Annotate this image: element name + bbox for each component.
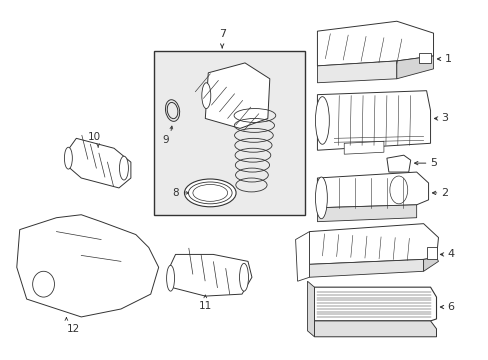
Bar — [418, 53, 429, 63]
Ellipse shape — [166, 265, 174, 291]
Polygon shape — [314, 287, 436, 321]
Text: 2: 2 — [441, 188, 447, 198]
Polygon shape — [168, 255, 251, 296]
Polygon shape — [344, 141, 383, 154]
Polygon shape — [307, 281, 314, 337]
Polygon shape — [309, 260, 423, 277]
Text: 8: 8 — [172, 188, 178, 198]
Polygon shape — [386, 155, 410, 172]
Bar — [426, 247, 436, 260]
Ellipse shape — [315, 177, 326, 219]
Polygon shape — [396, 56, 433, 79]
Polygon shape — [66, 138, 131, 188]
Text: 11: 11 — [198, 301, 211, 311]
Ellipse shape — [184, 179, 236, 207]
Text: 12: 12 — [66, 324, 80, 334]
Text: 9: 9 — [162, 135, 168, 145]
Ellipse shape — [165, 100, 179, 121]
Polygon shape — [317, 91, 429, 150]
Polygon shape — [309, 224, 438, 264]
Ellipse shape — [33, 271, 54, 297]
Text: 3: 3 — [441, 113, 447, 123]
Ellipse shape — [315, 96, 328, 144]
Ellipse shape — [239, 264, 248, 291]
Ellipse shape — [119, 156, 128, 180]
Text: 7: 7 — [218, 29, 225, 39]
Polygon shape — [17, 215, 158, 317]
Text: 10: 10 — [87, 132, 101, 142]
Polygon shape — [295, 231, 309, 281]
Text: 4: 4 — [447, 249, 454, 260]
Polygon shape — [317, 61, 396, 83]
Ellipse shape — [64, 147, 72, 169]
Text: 5: 5 — [429, 158, 437, 168]
Polygon shape — [317, 205, 416, 222]
Text: 6: 6 — [447, 302, 453, 312]
Polygon shape — [317, 21, 433, 66]
Ellipse shape — [202, 83, 210, 109]
Text: 1: 1 — [444, 54, 450, 64]
Polygon shape — [314, 321, 436, 337]
Bar — [153, 51, 304, 215]
Polygon shape — [317, 172, 427, 208]
Polygon shape — [205, 63, 269, 129]
Polygon shape — [423, 257, 438, 271]
